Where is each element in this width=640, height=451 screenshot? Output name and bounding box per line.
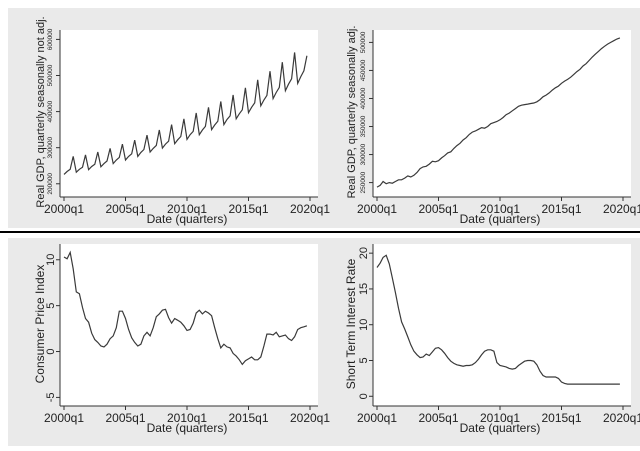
x-tick-label: 2015q1 [228, 411, 268, 425]
y-axis-title: Short Term Interest Rate [344, 258, 358, 389]
y-tick-label: 0 [45, 348, 57, 354]
y-tick-label: 15 [358, 283, 370, 295]
y-tick-label: 20 [358, 247, 370, 259]
y-tick-label: 10 [45, 254, 57, 266]
chart-4: 2000q1 2005q1 2010q1 2015q1 2020q1 0 5 10 15 20 Da… [344, 244, 640, 435]
y-tick-label: 0 [358, 393, 370, 399]
x-tick-label: 2010q1 [167, 202, 207, 216]
y-tick-label: 450000 [360, 59, 367, 81]
y-tick-label: 600000 [47, 28, 54, 50]
y-tick-label: 300000 [360, 143, 367, 165]
x-tick-label: 2015q1 [541, 202, 581, 216]
x-tick-label: 2020q1 [603, 202, 640, 216]
x-tick-label: 2000q1 [357, 411, 397, 425]
plot-area [60, 30, 318, 197]
chart-3: 2000q1 2005q1 2010q1 2015q1 2020q1 -5 0 5 10 Date… [33, 244, 330, 435]
plot-area [373, 244, 631, 406]
y-tick-label: 300000 [47, 136, 54, 158]
x-axis-title: Date (quarters) [460, 421, 541, 435]
chart-2: 2000q1 2005q1 2010q1 2015q1 2020q1 250000 3000… [346, 26, 640, 226]
series-line [63, 52, 308, 175]
x-tick-label: 2005q1 [105, 202, 145, 216]
x-tick-label: 2010q1 [480, 411, 520, 425]
x-tick-label: 2010q1 [167, 411, 207, 425]
series-line [63, 250, 308, 366]
y-tick-label: 350000 [360, 115, 367, 137]
y-tick-label: 10 [358, 319, 370, 331]
y-axis-title: Real GDP, quarterly seasonally not adj. [35, 16, 47, 207]
y-tick-label: 500000 [360, 31, 367, 53]
x-tick-label: 2020q1 [603, 411, 640, 425]
x-tick-label: 2000q1 [44, 411, 84, 425]
y-tick-label: 500000 [47, 64, 54, 86]
y-tick-label: 250000 [360, 171, 367, 193]
y-tick-label: 400000 [360, 87, 367, 109]
series-line [376, 37, 621, 188]
y-tick-label: 5 [45, 303, 57, 309]
x-tick-label: 2020q1 [290, 202, 330, 216]
plot-area [60, 244, 318, 406]
chart-1: 2000q1 2005q1 2010q1 2015q1 2020q1 200000 3000… [35, 16, 330, 226]
y-axis-title: Real GDP, quarterly seasonally adj. [346, 26, 358, 199]
x-tick-label: 2005q1 [418, 202, 458, 216]
x-axis-title: Date (quarters) [147, 421, 228, 435]
series-line [376, 254, 620, 385]
y-axis-title: Consumer Price Index [33, 265, 47, 384]
y-tick-label: -5 [45, 393, 57, 403]
x-tick-label: 2005q1 [418, 411, 458, 425]
x-axis-title: Date (quarters) [460, 212, 541, 226]
x-tick-label: 2015q1 [228, 202, 268, 216]
y-tick-label: 5 [358, 357, 370, 363]
x-tick-label: 2000q1 [44, 202, 84, 216]
x-tick-label: 2005q1 [105, 411, 145, 425]
x-tick-label: 2000q1 [357, 202, 397, 216]
y-tick-label: 200000 [47, 173, 54, 195]
y-tick-label: 400000 [47, 100, 54, 122]
x-tick-label: 2020q1 [290, 411, 330, 425]
x-axis-title: Date (quarters) [147, 212, 228, 226]
x-tick-label: 2010q1 [480, 202, 520, 216]
x-tick-label: 2015q1 [541, 411, 581, 425]
plot-area [373, 30, 631, 197]
